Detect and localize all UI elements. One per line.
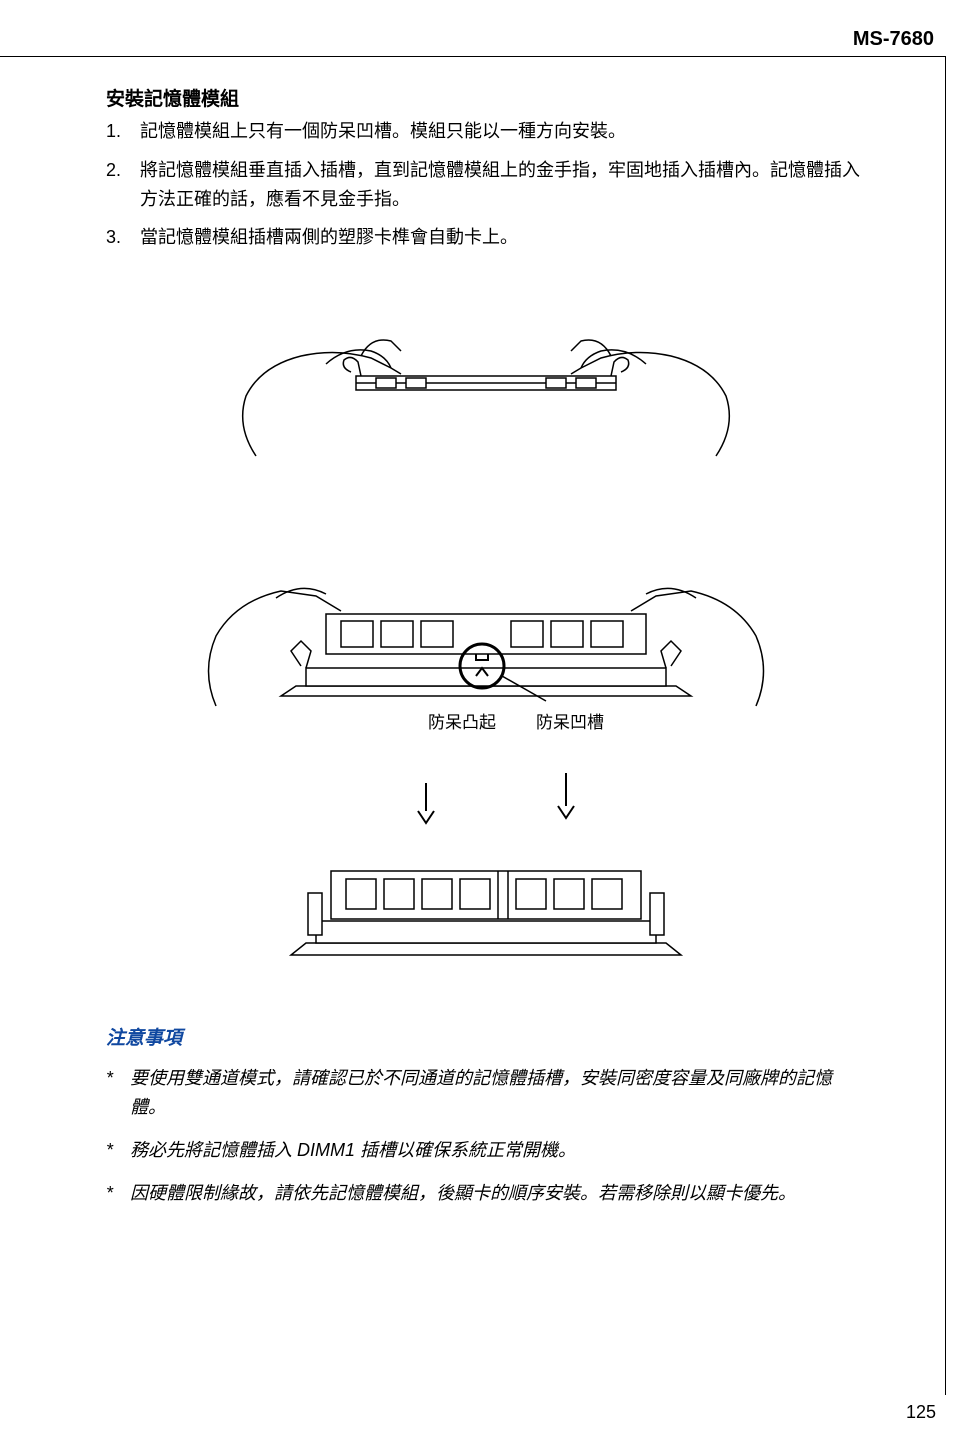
step-number: 2. [106, 156, 140, 214]
step-3: 3. 當記憶體模組插槽兩側的塑膠卡榫會自動卡上。 [106, 223, 866, 252]
note-2: * 務必先將記憶體插入 DIMM1 插槽以確保系統正常開機。 [106, 1136, 866, 1165]
note-text: 因硬體限制緣故，請依先記憶體模組，後顯卡的順序安裝。若需移除則以顯卡優先。 [130, 1179, 866, 1208]
memory-insert-illustration [176, 476, 796, 736]
label-notch-slot: 防呆凹槽 [536, 708, 604, 733]
step-2: 2. 將記憶體模組垂直插入插槽，直到記憶體模組上的金手指，牢固地插入插槽內。記憶… [106, 156, 866, 214]
page-number: 125 [906, 1402, 936, 1423]
step-text: 當記憶體模組插槽兩側的塑膠卡榫會自動卡上。 [140, 223, 866, 252]
step-1: 1. 記憶體模組上只有一個防呆凹槽。模組只能以一種方向安裝。 [106, 117, 866, 146]
note-bullet: * [106, 1136, 130, 1165]
step-text: 將記憶體模組垂直插入插槽，直到記憶體模組上的金手指，牢固地插入插槽內。記憶體插入… [140, 156, 866, 214]
install-steps: 1. 記憶體模組上只有一個防呆凹槽。模組只能以一種方向安裝。 2. 將記憶體模組… [106, 117, 866, 252]
step-number: 1. [106, 117, 140, 146]
note-text: 務必先將記憶體插入 DIMM1 插槽以確保系統正常開機。 [130, 1136, 866, 1165]
diagram-3 [136, 763, 836, 983]
diagram-1 [136, 276, 836, 466]
note-bullet: * [106, 1064, 130, 1122]
step-number: 3. [106, 223, 140, 252]
content-area: 安裝記憶體模組 1. 記憶體模組上只有一個防呆凹槽。模組只能以一種方向安裝。 2… [106, 84, 866, 1221]
header-model: MS-7680 [853, 28, 934, 51]
notes-list: * 要使用雙通道模式，請確認已於不同通道的記憶體插槽，安裝同密度容量及同廠牌的記… [106, 1064, 866, 1207]
label-notch-bump: 防呆凸起 [428, 708, 496, 733]
note-3: * 因硬體限制緣故，請依先記憶體模組，後顯卡的順序安裝。若需移除則以顯卡優先。 [106, 1179, 866, 1208]
diagram-2: 防呆凸起 防呆凹槽 [136, 476, 836, 733]
note-1: * 要使用雙通道模式，請確認已於不同通道的記憶體插槽，安裝同密度容量及同廠牌的記… [106, 1064, 866, 1122]
memory-seated-illustration [216, 763, 756, 983]
note-bullet: * [106, 1179, 130, 1208]
notes-title: 注意事項 [106, 1023, 866, 1050]
step-text: 記憶體模組上只有一個防呆凹槽。模組只能以一種方向安裝。 [140, 117, 866, 146]
section-title: 安裝記憶體模組 [106, 84, 866, 111]
memory-hold-illustration [206, 276, 766, 466]
note-text: 要使用雙通道模式，請確認已於不同通道的記憶體插槽，安裝同密度容量及同廠牌的記憶體… [130, 1064, 866, 1122]
